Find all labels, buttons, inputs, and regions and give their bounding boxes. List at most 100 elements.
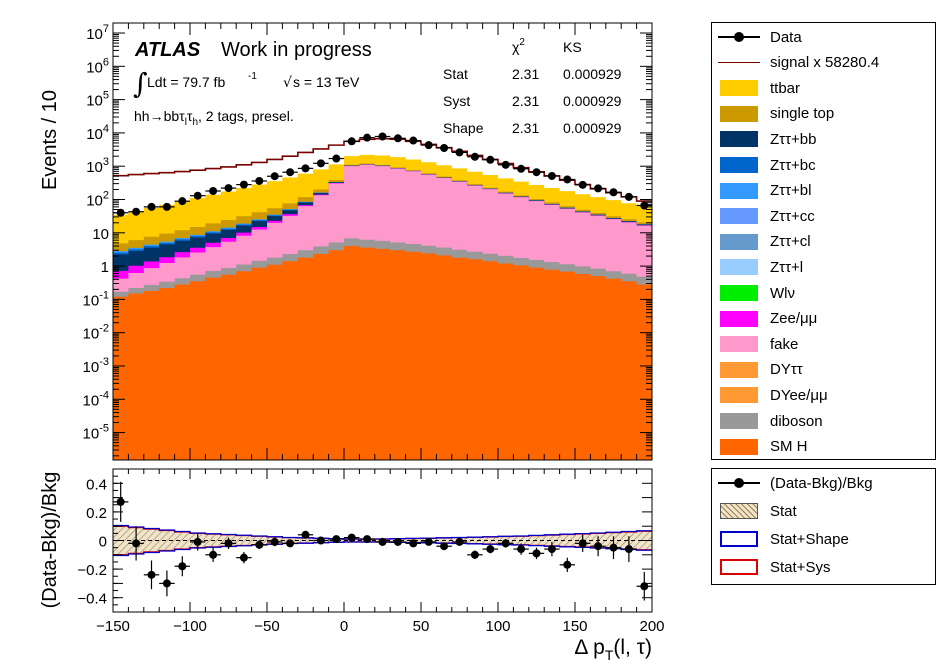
legend-symbol: [718, 556, 760, 578]
x-tick-label: −50: [254, 618, 279, 635]
ratio-point: [193, 537, 202, 546]
ratio-legend: (Data-Bkg)/Bkg Stat Stat+Shape Stat+Sys: [711, 468, 936, 585]
legend-symbol: [718, 77, 760, 99]
sqrt-sign: √: [283, 75, 292, 91]
legend-label: Zττ+l: [770, 258, 804, 276]
legend-entry: (Data-Bkg)/Bkg: [712, 472, 873, 494]
ratio-point: [409, 539, 418, 548]
legend-symbol: [718, 231, 760, 253]
main-axes: 10-5 10-4 10-3 10-2 10-1 1 10 102 103 104 105 106 10…: [83, 22, 653, 460]
ratio-points: [113, 481, 652, 601]
ratio-point: [470, 550, 479, 559]
ratio-y-tick-label: −0.2: [77, 562, 107, 579]
ratio-point: [640, 582, 649, 591]
ratio-y-tick-label: −0.4: [77, 591, 107, 608]
legend-label: DYee/μμ: [770, 386, 828, 404]
legend-entry: Zee/μμ: [712, 308, 817, 330]
data-point: [501, 160, 510, 169]
legend-symbol: [718, 103, 760, 125]
legend-label: (Data-Bkg)/Bkg: [770, 474, 873, 492]
data-point: [347, 137, 356, 146]
stats-row-ks: 0.000929: [563, 66, 622, 82]
data-point: [378, 132, 387, 141]
legend-entry: single top: [712, 103, 834, 125]
data-point: [594, 184, 603, 193]
legend-symbol: [718, 282, 760, 304]
stats-row-chi2: 2.31: [512, 93, 539, 109]
legend-label: Wlν: [770, 284, 795, 302]
stats-row-chi2: 2.31: [512, 120, 539, 136]
x-tick-label: 150: [562, 618, 587, 635]
y-tick-label: 10-2: [83, 323, 109, 343]
legend-entry: Zττ+bc: [712, 154, 816, 176]
data-point: [624, 192, 633, 201]
y-tick-label: 105: [86, 90, 109, 110]
data-point: [517, 164, 526, 173]
ratio-point: [424, 537, 433, 546]
legend-entry: Data: [712, 26, 802, 48]
stats-row-ks: 0.000929: [563, 120, 622, 136]
stacked-histogram: [113, 154, 652, 460]
legend-label: fake: [770, 335, 799, 353]
legend-label: ttbar: [770, 79, 801, 97]
ratio-point: [532, 549, 541, 558]
ratio-point: [270, 537, 279, 546]
data-point: [316, 159, 325, 168]
data-point: [332, 154, 341, 163]
legend-entry: Wlν: [712, 282, 795, 304]
legend-entry: Stat+Sys: [712, 556, 830, 578]
data-point: [363, 133, 372, 142]
atlas-sublabel: Work in progress: [221, 39, 372, 61]
ratio-point: [547, 545, 556, 554]
ratio-point: [116, 497, 125, 506]
legend-label: Zττ+bb: [770, 130, 817, 148]
ratio-point: [255, 540, 264, 549]
energy-text: s = 13 TeV: [293, 74, 360, 90]
ratio-point: [393, 537, 402, 546]
ratio-point: [378, 537, 387, 546]
data-point: [239, 180, 248, 189]
ratio-point: [224, 539, 233, 548]
legend-label: Stat+Sys: [770, 558, 831, 576]
legend-label: Zττ+bc: [770, 156, 816, 174]
data-point: [147, 202, 156, 211]
ratio-y-tick-label: 0.4: [86, 476, 107, 493]
legend-symbol: [718, 410, 760, 432]
data-point: [609, 188, 618, 197]
x-tick-label: −100: [173, 618, 207, 635]
ratio-point: [286, 539, 295, 548]
legend-entry: fake: [712, 333, 798, 355]
ratio-point: [486, 545, 495, 554]
y-tick-label: 103: [86, 156, 109, 176]
stats-row-label: Syst: [443, 93, 470, 109]
ratio-point: [578, 539, 587, 548]
legend-entry: DYee/μμ: [712, 384, 828, 406]
legend-label: Zττ+cl: [770, 233, 811, 251]
data-point: [132, 207, 141, 216]
lumi-text: Ldt = 79.7 fb: [147, 74, 225, 90]
x-tick-label: 200: [639, 618, 664, 635]
legend-symbol: [718, 154, 760, 176]
ratio-point: [332, 535, 341, 544]
stats-row-chi2: 2.31: [512, 66, 539, 82]
data-point: [301, 164, 310, 173]
data-point: [578, 180, 587, 189]
y-tick-label: 10: [92, 226, 109, 243]
legend-symbol: [718, 333, 760, 355]
data-point: [547, 171, 556, 180]
y-tick-label: 1: [101, 259, 109, 276]
legend-symbol: [718, 308, 760, 330]
ratio-point: [594, 542, 603, 551]
ratio-point: [563, 560, 572, 569]
legend-symbol: [718, 128, 760, 150]
ratio-point: [624, 545, 633, 554]
legend-entry: Stat: [712, 500, 797, 522]
data-point: [178, 197, 187, 206]
legend-symbol: [718, 500, 760, 522]
ratio-point: [301, 530, 310, 539]
y-tick-label: 107: [86, 23, 109, 43]
legend-symbol: [718, 472, 760, 494]
legend-entry: DYττ: [712, 359, 803, 381]
x-tick-label: −150: [96, 618, 130, 635]
data-point: [486, 155, 495, 164]
